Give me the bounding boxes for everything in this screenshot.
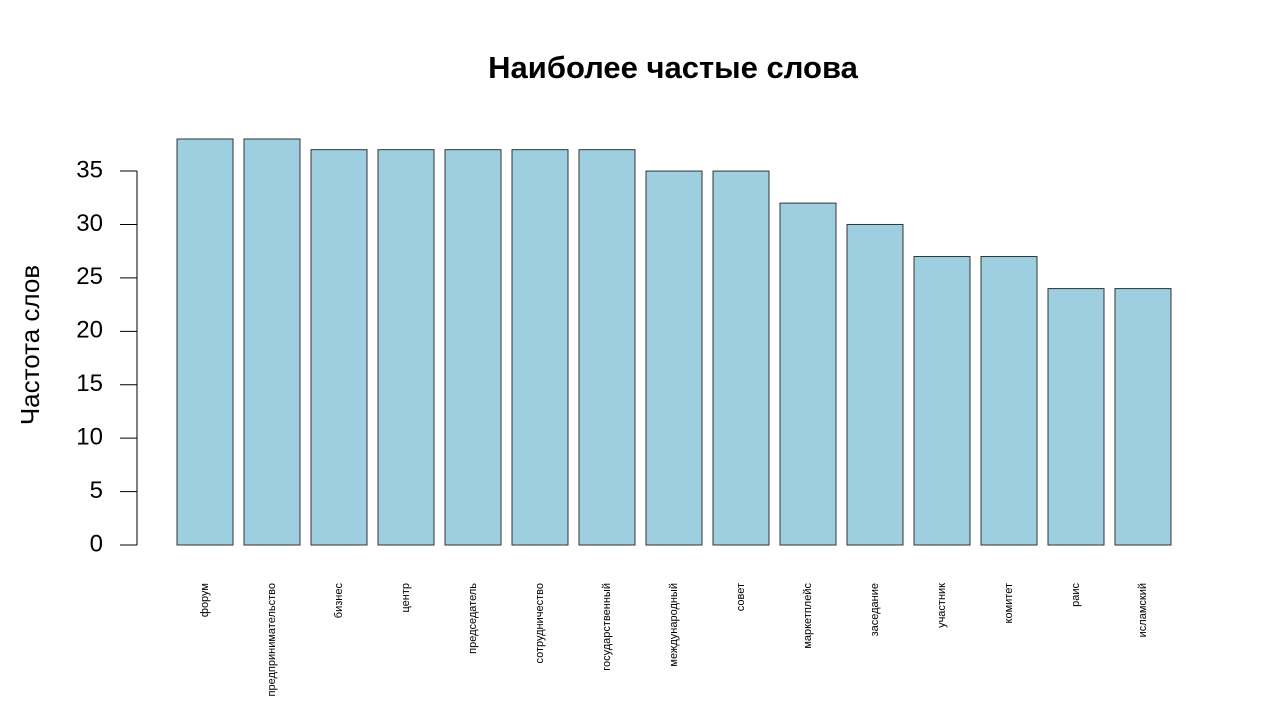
- x-tick-label: председатель: [467, 583, 479, 654]
- y-tick-label: 0: [90, 530, 103, 557]
- bar: [913, 256, 971, 546]
- bar: [1114, 288, 1172, 546]
- y-tick-label: 15: [76, 370, 103, 397]
- y-tick-label: 5: [90, 477, 103, 504]
- x-tick-label: маркетплейс: [802, 583, 814, 649]
- x-tick-label: международный: [668, 583, 680, 667]
- bar: [377, 149, 435, 546]
- x-tick-label: раис: [1070, 583, 1082, 607]
- bar: [310, 149, 368, 546]
- bar: [779, 202, 837, 546]
- x-tick-label: государственный: [601, 583, 613, 671]
- bar: [176, 138, 234, 546]
- y-tick-label: 35: [76, 156, 103, 183]
- x-tick-label: сотрудничество: [534, 583, 546, 664]
- x-tick-label: совет: [735, 583, 747, 611]
- x-tick-label: комитет: [1003, 583, 1015, 623]
- x-tick-label: бизнес: [333, 583, 345, 619]
- bar: [980, 256, 1038, 546]
- y-tick-label: 25: [76, 263, 103, 290]
- bar: [846, 223, 904, 546]
- y-tick-label: 10: [76, 424, 103, 451]
- x-tick-label: участник: [936, 583, 948, 628]
- bar: [712, 170, 770, 546]
- y-axis-label: Частота слов: [15, 265, 45, 425]
- x-tick-label: предпринимательство: [266, 583, 278, 696]
- bar: [444, 149, 502, 546]
- x-tick-label: форум: [199, 583, 211, 617]
- bar: [645, 170, 703, 546]
- chart-title: Наиболее частые слова: [488, 50, 858, 85]
- x-tick-label: заседание: [869, 583, 881, 636]
- x-tick-label: исламский: [1137, 583, 1149, 637]
- bar: [511, 149, 569, 546]
- x-tick-label: центр: [400, 583, 412, 613]
- bar: [578, 149, 636, 546]
- y-tick-label: 20: [76, 317, 103, 344]
- bar: [243, 138, 301, 546]
- bar: [1047, 288, 1105, 546]
- y-tick-label: 30: [76, 210, 103, 237]
